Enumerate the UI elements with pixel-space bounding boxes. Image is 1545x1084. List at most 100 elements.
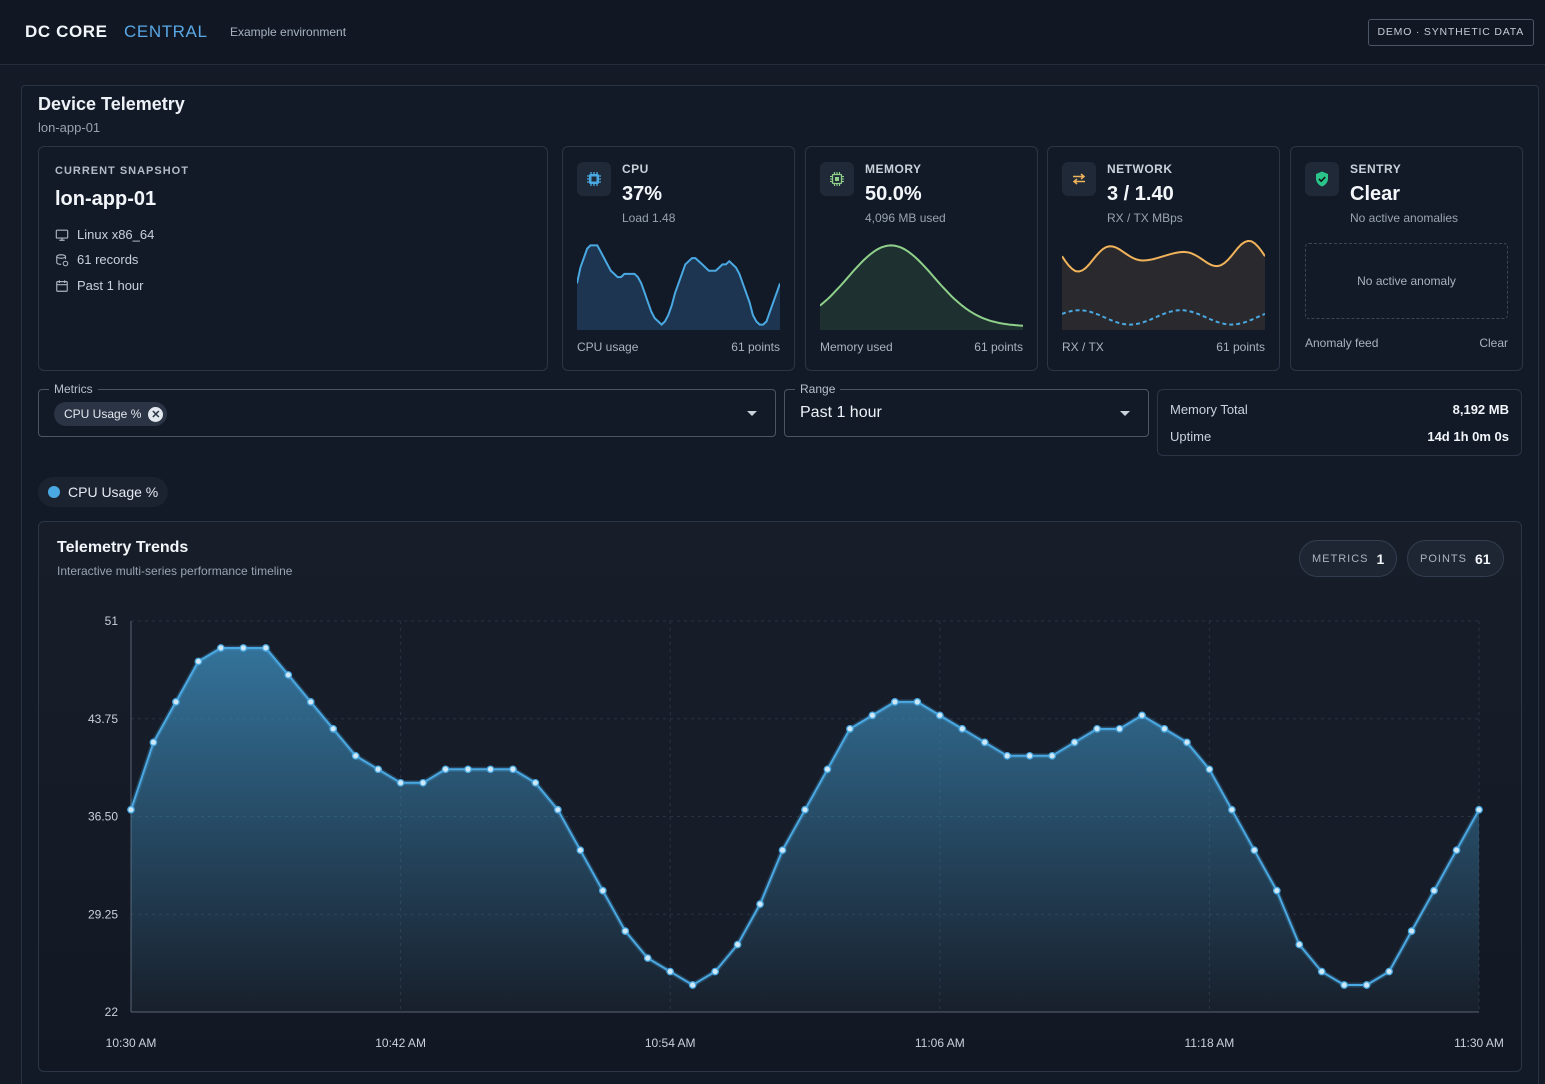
data-point[interactable] bbox=[396, 778, 405, 787]
uptime-value: 14d 1h 0m 0s bbox=[1427, 429, 1509, 444]
network-card[interactable]: NETWORK 3 / 1.40 RX / TX MBps RX / TX 61… bbox=[1047, 146, 1280, 371]
data-point[interactable] bbox=[980, 738, 989, 747]
data-point[interactable] bbox=[239, 644, 248, 652]
data-point[interactable] bbox=[1452, 846, 1461, 855]
metric-chip[interactable]: CPU Usage % ✕ bbox=[54, 402, 168, 426]
sentry-card[interactable]: SENTRY Clear No active anomalies No acti… bbox=[1290, 146, 1523, 371]
data-point[interactable] bbox=[643, 954, 652, 962]
data-point[interactable] bbox=[1385, 967, 1393, 976]
metrics-legend: Metrics bbox=[49, 382, 98, 396]
data-point[interactable] bbox=[1430, 886, 1438, 895]
data-point[interactable] bbox=[464, 765, 472, 774]
data-point[interactable] bbox=[756, 900, 764, 908]
data-point[interactable] bbox=[778, 846, 787, 855]
data-point[interactable] bbox=[1250, 846, 1259, 855]
demo-badge: DEMO · SYNTHETIC DATA bbox=[1367, 19, 1534, 46]
data-point[interactable] bbox=[1228, 805, 1236, 814]
data-point[interactable] bbox=[1183, 738, 1191, 747]
y-tick-label: 29.25 bbox=[88, 907, 118, 921]
sparkline-line bbox=[1062, 309, 1265, 326]
data-point[interactable] bbox=[1025, 751, 1034, 760]
metrics-select[interactable]: Metrics CPU Usage % ✕ bbox=[38, 382, 776, 437]
data-point[interactable] bbox=[509, 765, 517, 774]
data-point[interactable] bbox=[1048, 751, 1056, 760]
data-point[interactable] bbox=[1317, 967, 1326, 976]
series-legend-item[interactable]: CPU Usage % bbox=[38, 477, 169, 507]
data-point[interactable] bbox=[576, 846, 585, 855]
trends-subtitle: Interactive multi-series performance tim… bbox=[57, 564, 293, 578]
y-tick-label: 43.75 bbox=[88, 712, 118, 726]
remove-chip-icon[interactable]: ✕ bbox=[148, 406, 164, 422]
data-point[interactable] bbox=[801, 805, 809, 814]
page-title: Device Telemetry bbox=[38, 94, 185, 114]
points-count-value: 61 bbox=[1474, 550, 1491, 567]
memory-total-label: Memory Total bbox=[1170, 402, 1248, 417]
data-point[interactable] bbox=[868, 711, 877, 720]
anomaly-feed-label[interactable]: Anomaly feed bbox=[1305, 336, 1379, 350]
data-point[interactable] bbox=[688, 981, 697, 989]
data-point[interactable] bbox=[913, 698, 922, 706]
data-point[interactable] bbox=[666, 967, 675, 976]
data-point[interactable] bbox=[1115, 725, 1124, 733]
page-subtitle: lon-app-01 bbox=[38, 120, 101, 135]
network-value: 3 / 1.40 bbox=[1107, 183, 1174, 205]
data-point[interactable] bbox=[1295, 940, 1304, 949]
data-point[interactable] bbox=[1407, 927, 1416, 935]
data-point[interactable] bbox=[733, 940, 742, 949]
data-point[interactable] bbox=[598, 886, 607, 895]
snapshot-period: Past 1 hour bbox=[77, 278, 144, 293]
data-point[interactable] bbox=[935, 711, 944, 720]
y-tick-label: 22 bbox=[105, 1005, 119, 1019]
data-point[interactable] bbox=[1138, 711, 1146, 720]
data-point[interactable] bbox=[194, 657, 203, 666]
data-point[interactable] bbox=[217, 644, 225, 652]
range-select[interactable]: Range Past 1 hour bbox=[784, 382, 1149, 437]
x-tick-label: 10:54 AM bbox=[645, 1036, 696, 1050]
data-point[interactable] bbox=[1205, 765, 1214, 774]
data-point[interactable] bbox=[554, 805, 562, 814]
memory-card[interactable]: MEMORY 50.0% 4,096 MB used Memory used 6… bbox=[805, 146, 1038, 371]
data-point[interactable] bbox=[823, 765, 832, 774]
data-point[interactable] bbox=[374, 765, 382, 774]
snapshot-os-row: Linux x86_64 bbox=[55, 227, 154, 242]
anomaly-box: No active anomaly bbox=[1305, 243, 1508, 319]
memory-chip-icon bbox=[820, 162, 854, 196]
network-sparkline bbox=[1062, 240, 1265, 330]
data-point[interactable] bbox=[1070, 738, 1079, 747]
chevron-down-icon[interactable] bbox=[747, 411, 757, 416]
data-point[interactable] bbox=[1475, 805, 1483, 814]
data-point[interactable] bbox=[284, 671, 293, 679]
memory-foot-points: 61 points bbox=[974, 340, 1023, 354]
data-point[interactable] bbox=[1160, 725, 1169, 733]
data-point[interactable] bbox=[1340, 981, 1349, 989]
data-point[interactable] bbox=[1362, 981, 1371, 989]
data-point[interactable] bbox=[419, 778, 427, 787]
data-point[interactable] bbox=[1003, 751, 1012, 760]
data-point[interactable] bbox=[531, 778, 540, 787]
metrics-count-value: 1 bbox=[1376, 550, 1385, 567]
cpu-card[interactable]: CPU 37% Load 1.48 CPU usage 61 points bbox=[562, 146, 795, 371]
data-point[interactable] bbox=[711, 967, 719, 976]
monitor-icon bbox=[55, 229, 69, 241]
data-point[interactable] bbox=[351, 751, 360, 760]
data-point[interactable] bbox=[621, 927, 630, 935]
data-point[interactable] bbox=[1093, 725, 1101, 733]
y-tick-label: 51 bbox=[105, 614, 119, 628]
data-point[interactable] bbox=[149, 738, 158, 747]
data-point[interactable] bbox=[891, 698, 899, 706]
data-point[interactable] bbox=[306, 698, 315, 706]
data-point[interactable] bbox=[127, 805, 135, 814]
data-point[interactable] bbox=[486, 765, 495, 774]
data-point[interactable] bbox=[441, 765, 450, 774]
data-point[interactable] bbox=[958, 725, 967, 733]
data-point[interactable] bbox=[846, 725, 854, 733]
data-point[interactable] bbox=[172, 698, 180, 706]
network-foot-label: RX / TX bbox=[1062, 340, 1104, 354]
chevron-down-icon[interactable] bbox=[1120, 411, 1130, 416]
data-point[interactable] bbox=[329, 725, 338, 733]
snapshot-records-row: 61 records bbox=[55, 252, 138, 267]
data-point[interactable] bbox=[1272, 886, 1281, 895]
network-foot-points: 61 points bbox=[1216, 340, 1265, 354]
data-point[interactable] bbox=[261, 644, 270, 652]
